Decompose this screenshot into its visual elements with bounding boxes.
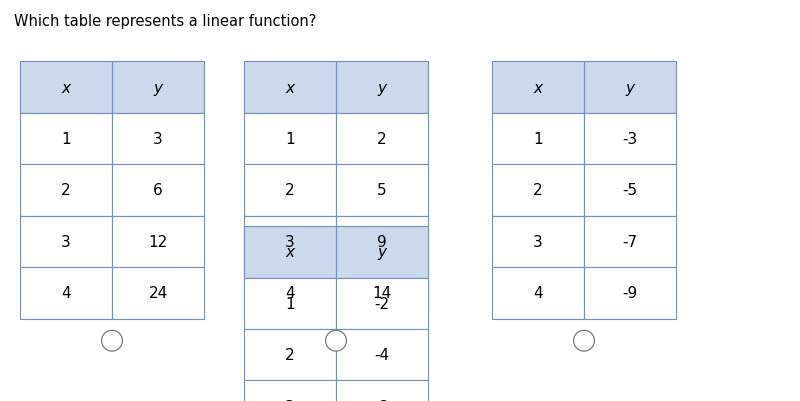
Bar [336, 381, 428, 401]
Bar [584, 216, 676, 267]
Text: 4: 4 [533, 286, 543, 301]
Bar [492, 267, 584, 319]
Text: 6: 6 [153, 183, 163, 198]
Bar [584, 165, 676, 216]
Text: 1: 1 [285, 296, 295, 311]
Bar [244, 165, 336, 216]
Bar [584, 267, 676, 319]
Bar [336, 227, 428, 278]
Bar [20, 113, 112, 165]
Bar [492, 113, 584, 165]
Bar [584, 62, 676, 113]
Text: 4: 4 [61, 286, 71, 301]
Ellipse shape [574, 330, 594, 351]
Bar [112, 267, 204, 319]
Bar [492, 216, 584, 267]
Text: 9: 9 [377, 234, 387, 249]
Text: x: x [286, 245, 294, 260]
Bar [244, 329, 336, 381]
Bar [112, 113, 204, 165]
Bar [336, 278, 428, 329]
Text: -2: -2 [374, 399, 390, 401]
Text: 1: 1 [285, 132, 295, 147]
Text: -2: -2 [374, 296, 390, 311]
Ellipse shape [102, 330, 122, 351]
Bar [336, 113, 428, 165]
Text: 24: 24 [148, 286, 168, 301]
Text: 2: 2 [61, 183, 71, 198]
Text: 3: 3 [153, 132, 163, 147]
Bar [244, 62, 336, 113]
Text: y: y [378, 245, 386, 260]
Bar [492, 62, 584, 113]
Bar [112, 216, 204, 267]
Bar [336, 267, 428, 319]
Bar [336, 165, 428, 216]
Text: y: y [154, 80, 162, 95]
Text: -9: -9 [622, 286, 638, 301]
Bar [20, 165, 112, 216]
Bar [244, 227, 336, 278]
Text: x: x [286, 80, 294, 95]
Bar [336, 216, 428, 267]
Text: Which table represents a linear function?: Which table represents a linear function… [14, 14, 317, 29]
Text: 1: 1 [533, 132, 543, 147]
Bar [112, 165, 204, 216]
Bar [336, 62, 428, 113]
Text: -4: -4 [374, 347, 390, 363]
Bar [244, 381, 336, 401]
Bar [336, 329, 428, 381]
Bar [244, 278, 336, 329]
Text: x: x [62, 80, 70, 95]
Text: 1: 1 [61, 132, 71, 147]
Text: 2: 2 [285, 183, 295, 198]
Text: 3: 3 [61, 234, 71, 249]
Text: -3: -3 [622, 132, 638, 147]
Bar [492, 165, 584, 216]
Text: y: y [626, 80, 634, 95]
Text: 2: 2 [285, 347, 295, 363]
Text: 2: 2 [533, 183, 543, 198]
Text: x: x [534, 80, 542, 95]
Text: -7: -7 [622, 234, 638, 249]
Text: -5: -5 [622, 183, 638, 198]
Text: y: y [378, 80, 386, 95]
Bar [20, 62, 112, 113]
Bar [20, 216, 112, 267]
Bar [584, 113, 676, 165]
Text: 3: 3 [285, 234, 295, 249]
Text: 2: 2 [377, 132, 387, 147]
Ellipse shape [326, 330, 346, 351]
Text: 3: 3 [533, 234, 543, 249]
Bar [244, 113, 336, 165]
Bar [20, 267, 112, 319]
Bar [244, 267, 336, 319]
Bar [244, 216, 336, 267]
Text: 4: 4 [285, 286, 295, 301]
Text: 12: 12 [148, 234, 168, 249]
Text: 3: 3 [285, 399, 295, 401]
Bar [112, 62, 204, 113]
Text: 5: 5 [377, 183, 387, 198]
Text: 14: 14 [372, 286, 392, 301]
